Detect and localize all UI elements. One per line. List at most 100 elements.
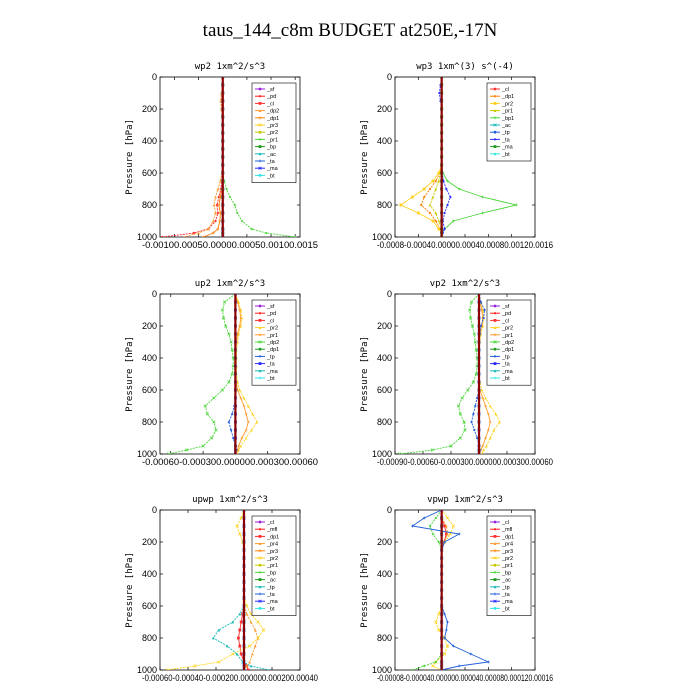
- data-point: [437, 219, 441, 223]
- data-point: [212, 420, 216, 424]
- data-point: [444, 187, 448, 191]
- data-point: [470, 420, 473, 424]
- data-point: [481, 452, 483, 454]
- legend-marker: [258, 369, 262, 373]
- chart-title: vp2 1xm^2/s^3: [430, 279, 500, 289]
- data-point: [449, 195, 452, 199]
- legend-label: _pr2: [266, 130, 278, 136]
- data-point: [457, 532, 461, 536]
- legend-marker: [493, 326, 497, 329]
- data-point: [445, 516, 450, 520]
- y-tick-label: 0: [152, 289, 157, 299]
- legend-label: _ac: [266, 152, 276, 158]
- data-point: [238, 324, 242, 328]
- y-tick-label: 0: [387, 289, 392, 299]
- x-tick-labels: -0.00008-0.000040.000000.000040.000080.0…: [377, 673, 553, 683]
- data-point: [229, 340, 233, 344]
- legend-label: _cl: [266, 520, 274, 526]
- data-point: [238, 612, 242, 616]
- data-point: [474, 348, 478, 352]
- data-point: [460, 396, 464, 400]
- chart-panel-vp2: vp2 1xm^2/s^3 Pressure [hPa] 0 200 400 600 800…: [360, 279, 553, 467]
- data-point: [462, 420, 466, 424]
- chart-title: wp3 1xm^(3) s^(-4): [416, 62, 514, 72]
- data-point: [481, 396, 485, 400]
- data-point: [227, 332, 231, 336]
- y-tick-label: 0: [152, 505, 157, 515]
- data-point: [437, 227, 441, 231]
- legend-marker: [493, 376, 497, 380]
- legend-label: _bt: [266, 606, 275, 612]
- legend-label: _ma: [501, 369, 514, 375]
- legend-marker: [493, 556, 497, 560]
- legend-marker: [258, 87, 262, 91]
- y-tick-label: 400: [142, 136, 157, 146]
- data-point: [231, 620, 235, 624]
- legend-marker: [258, 130, 262, 134]
- data-point: [444, 524, 448, 528]
- y-tick-label: 600: [377, 601, 392, 611]
- data-point: [472, 332, 477, 336]
- y-tick-label: 0: [387, 505, 392, 515]
- legend-label: _tp: [501, 354, 510, 360]
- legend-label: _pr3: [501, 549, 513, 555]
- data-point: [247, 644, 252, 648]
- data-point: [468, 316, 473, 320]
- legend-marker: [493, 123, 497, 127]
- data-point: [437, 91, 441, 95]
- legend-marker: [493, 152, 497, 156]
- data-point: [233, 203, 237, 207]
- chart-title: vpwp 1xm^2/s^3: [427, 495, 503, 505]
- data-point: [449, 444, 453, 448]
- data-point: [434, 179, 438, 183]
- data-point: [239, 316, 243, 320]
- data-point: [437, 171, 441, 175]
- data-point: [239, 620, 243, 624]
- legend-label: _dp2: [266, 340, 279, 346]
- data-point: [416, 211, 420, 215]
- legend-marker: [493, 592, 497, 596]
- data-point: [240, 436, 244, 440]
- y-axis-label: Pressure [hPa]: [125, 336, 135, 412]
- y-axis-label: Pressure [hPa]: [125, 552, 135, 628]
- data-point: [250, 428, 253, 432]
- data-point: [237, 444, 241, 448]
- series-bp: [411, 510, 444, 670]
- data-point: [227, 380, 231, 384]
- legend-label: _ta: [501, 592, 511, 598]
- data-point: [216, 187, 220, 191]
- y-tick-label: 800: [142, 417, 157, 427]
- legend-label: _ma: [266, 369, 279, 375]
- data-point: [220, 308, 225, 312]
- data-point: [214, 211, 217, 215]
- data-point: [428, 211, 432, 215]
- legend-label: _tp: [266, 354, 275, 360]
- data-point: [242, 396, 246, 400]
- data-point: [486, 660, 490, 664]
- data-point: [203, 404, 207, 408]
- data-point: [481, 211, 484, 215]
- y-tick-label: 1000: [137, 449, 157, 459]
- data-point: [469, 652, 473, 656]
- data-point: [235, 211, 239, 215]
- legend-label: _bt: [501, 376, 510, 382]
- data-point: [437, 612, 441, 616]
- legend-label: _sf: [266, 87, 275, 93]
- data-point: [443, 211, 446, 215]
- data-point: [218, 195, 222, 199]
- data-point: [428, 524, 432, 528]
- data-point: [202, 235, 205, 237]
- data-point: [481, 444, 485, 448]
- legend-marker: [258, 311, 262, 315]
- data-point: [268, 668, 270, 670]
- x-tick-labels: -0.00060-0.000300.000000.000300.00060: [142, 457, 318, 467]
- legend-marker: [258, 326, 262, 329]
- x-tick-labels: -0.00060-0.00040-0.000200.000000.000200.…: [142, 673, 318, 683]
- data-point: [498, 420, 501, 424]
- data-point: [431, 532, 435, 536]
- data-point: [240, 219, 244, 223]
- legend-label: _pr3: [266, 549, 278, 555]
- legend-label: _mfl: [266, 527, 277, 533]
- legend-marker: [258, 304, 262, 308]
- page-title: taus_144_c8m BUDGET at250E,-17N: [202, 20, 498, 41]
